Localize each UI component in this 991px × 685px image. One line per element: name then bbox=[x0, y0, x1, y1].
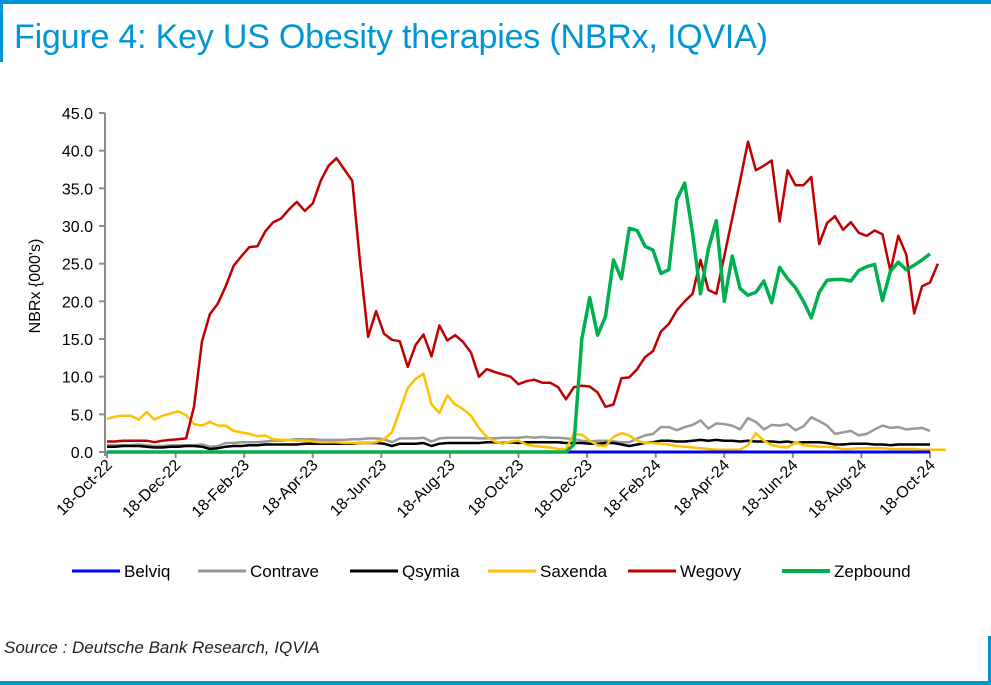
y-tick-label: 35.0 bbox=[62, 181, 93, 198]
series-lines bbox=[106, 140, 946, 454]
y-tick-label: 10.0 bbox=[62, 370, 93, 387]
x-tick-label: 18-Jun-23 bbox=[327, 457, 390, 520]
legend-item-contrave: Contrave bbox=[198, 562, 319, 581]
legend-item-zepbound: Zepbound bbox=[782, 562, 911, 581]
legend-label: Zepbound bbox=[834, 562, 911, 581]
top-rule bbox=[0, 0, 991, 4]
x-tick-label: 18-Jun-24 bbox=[739, 457, 802, 520]
legend-item-belviq: Belviq bbox=[72, 562, 170, 581]
legend-label: Saxenda bbox=[540, 562, 608, 581]
legend-item-saxenda: Saxenda bbox=[488, 562, 608, 581]
series-line-contrave bbox=[107, 416, 931, 448]
x-tick-label: 18-Apr-24 bbox=[671, 457, 733, 519]
x-tick-label: 18-Oct-24 bbox=[877, 457, 939, 519]
x-tick-label: 18-Oct-22 bbox=[54, 457, 116, 519]
line-chart: 0.0 5.0 10.0 15.0 20.0 25.0 30.0 35.0 40.0 45.0 1… bbox=[27, 106, 946, 581]
y-tick-label: 45.0 bbox=[62, 106, 93, 123]
legend-label: Qsymia bbox=[402, 562, 460, 581]
axes bbox=[99, 112, 931, 458]
x-tick-label: 18-Oct-23 bbox=[465, 457, 527, 519]
footer-accent-bar bbox=[988, 636, 991, 685]
x-tick-label: 18-Aug-23 bbox=[394, 457, 459, 522]
legend-label: Contrave bbox=[250, 562, 319, 581]
title-accent-bar bbox=[0, 0, 3, 62]
legend-item-qsymia: Qsymia bbox=[350, 562, 460, 581]
legend-label: Wegovy bbox=[680, 562, 742, 581]
y-tick-label: 20.0 bbox=[62, 294, 93, 311]
legend: Belviq Contrave Qsymia Saxenda Wegovy Zepboun… bbox=[72, 562, 911, 581]
x-tick-label: 18-Feb-24 bbox=[600, 457, 664, 521]
series-line-wegovy bbox=[107, 140, 940, 444]
y-tick-label: 0.0 bbox=[71, 445, 93, 462]
legend-label: Belviq bbox=[124, 562, 170, 581]
y-tick-label: 25.0 bbox=[62, 257, 93, 274]
legend-item-wegovy: Wegovy bbox=[628, 562, 742, 581]
y-tick-label: 15.0 bbox=[62, 332, 93, 349]
y-tick-label: 30.0 bbox=[62, 219, 93, 236]
chart-container: 0.0 5.0 10.0 15.0 20.0 25.0 30.0 35.0 40.0 45.0 1… bbox=[0, 90, 991, 610]
y-tick-label: 5.0 bbox=[71, 407, 93, 424]
y-tick-labels: 0.0 5.0 10.0 15.0 20.0 25.0 30.0 35.0 40.0 45.0 bbox=[62, 106, 93, 462]
x-tick-labels: 18-Oct-22 18-Dec-22 18-Feb-23 18-Apr-23 18-J… bbox=[54, 457, 939, 522]
y-axis-label: NBRx {000's) bbox=[27, 239, 44, 334]
x-tick-label: 18-Feb-23 bbox=[189, 457, 253, 521]
series-line-saxenda bbox=[106, 372, 946, 451]
x-tick-label: 18-Dec-23 bbox=[531, 457, 596, 522]
figure-title: Figure 4: Key US Obesity therapies (NBRx… bbox=[14, 18, 768, 56]
bottom-rule bbox=[0, 681, 991, 685]
x-tick-label: 18-Dec-22 bbox=[120, 457, 185, 522]
source-note: Source : Deutsche Bank Research, IQVIA bbox=[4, 638, 320, 657]
y-tick-label: 40.0 bbox=[62, 144, 93, 161]
x-tick-label: 18-Apr-23 bbox=[259, 457, 321, 519]
x-tick-label: 18-Aug-24 bbox=[805, 457, 870, 522]
series-line-zepbound bbox=[107, 181, 932, 454]
